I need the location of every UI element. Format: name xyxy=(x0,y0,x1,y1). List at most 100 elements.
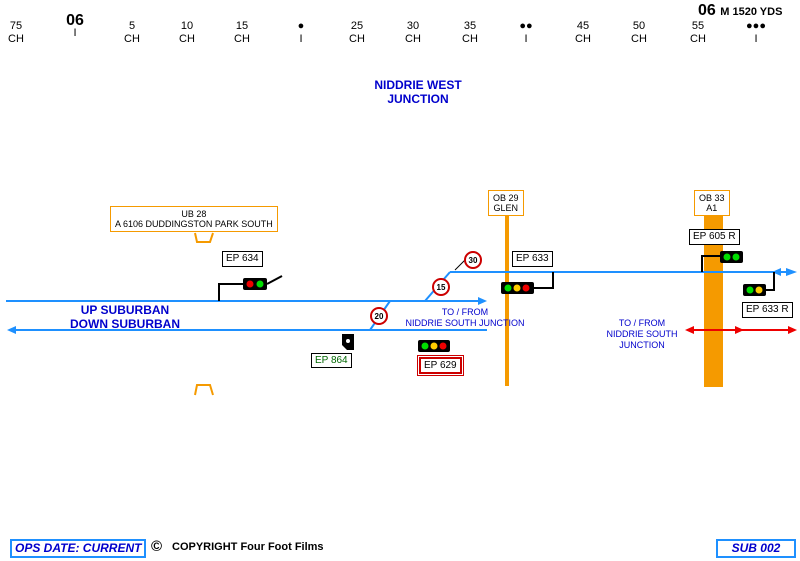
junction-title-line1: NIDDRIE WEST xyxy=(374,78,462,92)
ep633r-label[interactable]: EP 633 R xyxy=(742,302,793,318)
milepost-unit: CH xyxy=(8,33,24,45)
milepost-value: 55 xyxy=(691,20,705,32)
to-from-note-2-line2: NIDDRIE SOUTH xyxy=(606,329,678,339)
speed-limit-20: 20 xyxy=(370,307,388,325)
ub28-bridge-label: UB 28 A 6106 DUDDINGSTON PARK SOUTH xyxy=(110,206,278,232)
page-ref-badge: SUB 002 xyxy=(716,539,796,558)
copyright-icon: © xyxy=(151,538,163,555)
junction-title: NIDDRIE WEST JUNCTION xyxy=(358,78,478,106)
ob33-line2: A1 xyxy=(706,203,718,213)
to-from-note-1-line1: TO / FROM xyxy=(441,307,489,317)
milepost-value: 10 xyxy=(180,20,194,32)
to-from-note-2-line3: JUNCTION xyxy=(619,340,665,350)
ep605r-green-light-1 xyxy=(723,253,731,261)
milepost-value: 45 xyxy=(576,20,590,32)
ep633-yellow-light xyxy=(513,284,521,292)
ep629-label[interactable]: EP 629 xyxy=(417,355,464,376)
to-from-note-2: TO / FROM NIDDRIE SOUTH JUNCTION xyxy=(600,318,684,351)
milepost-unit: CH xyxy=(124,33,140,45)
ep629-red-light xyxy=(439,342,447,350)
milepost-value: 06 xyxy=(66,12,84,29)
milepost-unit: CH xyxy=(234,33,250,45)
ep633r-signal-head xyxy=(743,284,766,296)
track-labels: UP SUBURBAN DOWN SUBURBAN xyxy=(60,303,190,331)
ep634-signal-post xyxy=(218,283,243,301)
milepost-4: 15 CH xyxy=(222,20,262,46)
milepost-1: 06 I xyxy=(55,12,95,40)
milepost-unit: CH xyxy=(690,33,706,45)
milepost-2: 5 CH xyxy=(112,20,152,46)
ub28-line1: UB 28 xyxy=(181,209,207,219)
ep633r-green-light xyxy=(746,286,754,294)
junction-title-line2: JUNCTION xyxy=(387,92,449,106)
milepost-unit: I xyxy=(754,33,758,45)
ob29-line2: GLEN xyxy=(493,203,519,213)
ob33-bridge-label: OB 33 A1 xyxy=(694,190,730,216)
milepost-unit: CH xyxy=(462,33,478,45)
milepost-unit: I xyxy=(73,27,77,39)
milepost-header: 06 M 1520 YDS xyxy=(698,2,782,20)
milepost-unit: CH xyxy=(631,33,647,45)
milepost-unit: CH xyxy=(575,33,591,45)
ep605r-signal-head xyxy=(720,251,743,263)
ep864-ground-signal-light xyxy=(346,339,350,343)
ep629-yellow-light xyxy=(430,342,438,350)
milepost-value: 75 xyxy=(9,20,23,32)
ep864-label[interactable]: EP 864 xyxy=(311,353,352,368)
milepost-value: 15 xyxy=(235,20,249,32)
milepost-header-miles: 06 xyxy=(698,2,716,19)
south-junction-arrow-left xyxy=(685,326,694,334)
milepost-12: 55 CH xyxy=(678,20,718,46)
niddrie-line-arrow-left xyxy=(772,268,781,276)
ep634-label[interactable]: EP 634 xyxy=(222,251,263,267)
speed30-leader xyxy=(454,259,466,271)
to-from-note-1-line2: NIDDRIE SOUTH JUNCTION xyxy=(405,318,525,328)
ep633r-signal-post xyxy=(766,272,775,291)
milepost-unit: CH xyxy=(405,33,421,45)
milepost-9: ●● I xyxy=(506,20,546,46)
ep629-green-light xyxy=(421,342,429,350)
milepost-value: ● xyxy=(297,20,305,32)
niddrie-line-arrow-right xyxy=(786,268,797,276)
speed-limit-15: 15 xyxy=(432,278,450,296)
ep605r-label[interactable]: EP 605 R xyxy=(689,229,740,245)
milepost-13: ●●● I xyxy=(736,20,776,46)
milepost-unit: I xyxy=(524,33,528,45)
ep605r-signal-post xyxy=(701,255,720,272)
milepost-unit: CH xyxy=(349,33,365,45)
milepost-value: 35 xyxy=(463,20,477,32)
ub28-bottom-symbol xyxy=(194,384,214,396)
down-suburban-arrow xyxy=(7,326,16,334)
milepost-10: 45 CH xyxy=(563,20,603,46)
to-from-note-2-line1: TO / FROM xyxy=(618,318,666,328)
milepost-0: 75 CH xyxy=(0,20,36,46)
to-from-note-1: TO / FROM NIDDRIE SOUTH JUNCTION xyxy=(400,307,530,329)
milepost-header-rest: M 1520 YDS xyxy=(720,6,783,18)
ep633-label[interactable]: EP 633 xyxy=(512,251,553,267)
ops-date-badge: OPS DATE: CURRENT xyxy=(10,539,147,558)
milepost-value: 25 xyxy=(350,20,364,32)
milepost-7: 30 CH xyxy=(393,20,433,46)
milepost-3: 10 CH xyxy=(167,20,207,46)
down-suburban-label: DOWN SUBURBAN xyxy=(70,317,180,331)
ep605r-green-light-2 xyxy=(732,253,740,261)
milepost-6: 25 CH xyxy=(337,20,377,46)
up-suburban-arrow xyxy=(478,297,487,305)
milepost-value: 5 xyxy=(128,20,136,32)
up-suburban-label: UP SUBURBAN xyxy=(80,303,170,317)
milepost-unit: CH xyxy=(179,33,195,45)
ep633-red-light xyxy=(522,284,530,292)
ep633-green-light xyxy=(504,284,512,292)
milepost-value: 30 xyxy=(406,20,420,32)
ob29-bridge-label: OB 29 GLEN xyxy=(488,190,524,216)
ob33-bridge-bar xyxy=(704,214,723,387)
ep634-signal-arm xyxy=(266,275,283,285)
ep633r-yellow-light xyxy=(755,286,763,294)
ob29-bridge-bar xyxy=(505,213,509,386)
ep633-signal-post xyxy=(534,272,554,289)
ob29-line1: OB 29 xyxy=(493,193,519,203)
ep634-green-light xyxy=(256,280,264,288)
milepost-unit: I xyxy=(299,33,303,45)
ob33-line1: OB 33 xyxy=(699,193,725,203)
